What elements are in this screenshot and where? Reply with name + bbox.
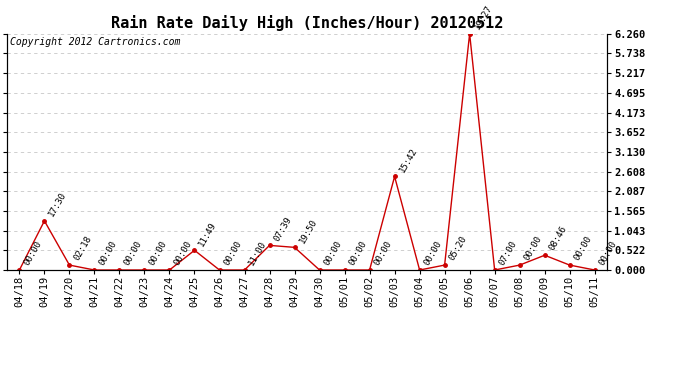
Text: 00:00: 00:00 (573, 234, 593, 262)
Text: 00:00: 00:00 (322, 240, 344, 267)
Text: 07:00: 07:00 (497, 240, 519, 267)
Text: 00:00: 00:00 (172, 240, 193, 267)
Text: 00:00: 00:00 (97, 240, 119, 267)
Text: 00:00: 00:00 (598, 240, 619, 267)
Text: 11:49: 11:49 (197, 220, 219, 248)
Text: Copyright 2012 Cartronics.com: Copyright 2012 Cartronics.com (10, 37, 180, 47)
Text: 02:18: 02:18 (72, 234, 93, 262)
Text: 00:00: 00:00 (22, 240, 43, 267)
Text: 05:20: 05:20 (447, 234, 469, 262)
Text: 07:39: 07:39 (273, 215, 293, 243)
Title: Rain Rate Daily High (Inches/Hour) 20120512: Rain Rate Daily High (Inches/Hour) 20120… (111, 15, 503, 31)
Text: 19:50: 19:50 (297, 217, 319, 244)
Text: 00:00: 00:00 (347, 240, 368, 267)
Text: 15:42: 15:42 (397, 146, 419, 174)
Text: 17:30: 17:30 (47, 190, 68, 218)
Text: 08:46: 08:46 (547, 225, 569, 252)
Text: 19:27: 19:27 (473, 3, 493, 31)
Text: 11:00: 11:00 (247, 240, 268, 267)
Text: 00:00: 00:00 (522, 234, 544, 262)
Text: 00:00: 00:00 (147, 240, 168, 267)
Text: 00:00: 00:00 (222, 240, 244, 267)
Text: 00:00: 00:00 (373, 240, 393, 267)
Text: 00:00: 00:00 (422, 240, 444, 267)
Text: 00:00: 00:00 (122, 240, 144, 267)
